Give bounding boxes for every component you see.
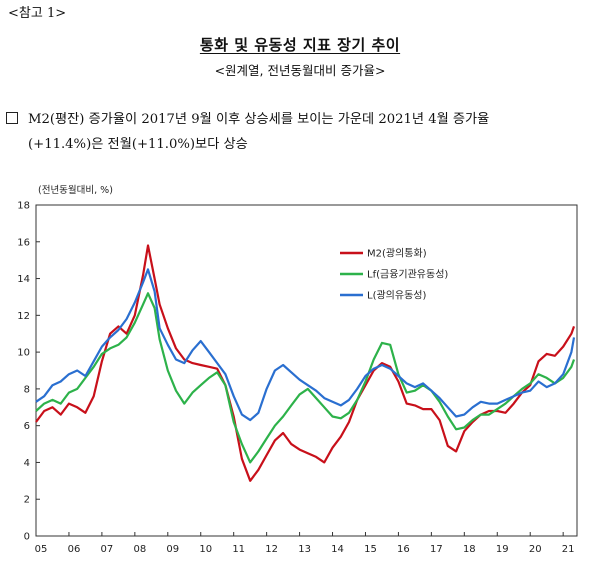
x-tick-label: 09	[166, 544, 179, 555]
x-tick-label: 19	[496, 544, 509, 555]
square-bullet-icon	[6, 112, 18, 124]
y-tick-label: 6	[24, 421, 30, 432]
series-line-2	[35, 292, 576, 464]
y-tick-label: 0	[24, 532, 30, 543]
summary-line-2: (+11.4%)은 전월(+11.0%)보다 상승	[28, 137, 248, 152]
x-tick-label: 15	[364, 544, 377, 555]
series-line-3	[35, 268, 576, 422]
legend-label-2: Lf(금융기관유동성)	[367, 269, 448, 281]
x-tick-label: 11	[232, 544, 245, 555]
x-tick-label: 21	[562, 544, 575, 555]
plot-frame	[35, 204, 578, 537]
x-tick-label: 07	[101, 544, 114, 555]
y-tick-label: 12	[17, 311, 30, 322]
page-title: 통화 및 유동성 지표 장기 추이	[199, 36, 401, 54]
legend-label-3: L(광의유동성)	[367, 290, 426, 302]
unit-label: (전년동월대비, %)	[38, 184, 113, 196]
x-tick-label: 13	[298, 544, 311, 555]
y-tick-label: 18	[17, 201, 30, 212]
x-tick-label: 16	[397, 544, 410, 555]
y-tick-label: 10	[17, 348, 30, 359]
x-tick-label: 18	[463, 544, 476, 555]
x-tick-label: 08	[133, 544, 146, 555]
x-tick-label: 10	[199, 544, 212, 555]
x-tick-label: 12	[265, 544, 278, 555]
page-subtitle: <원계열, 전년동월대비 증가율>	[214, 63, 386, 78]
summary-line-1: M2(평잔) 증가율이 2017년 9월 이후 상승세를 보이는 가운데 202…	[6, 108, 489, 127]
series-line-1	[35, 244, 576, 482]
x-tick-label: 14	[331, 544, 344, 555]
y-tick-label: 4	[24, 458, 30, 469]
x-tick-label: 20	[529, 544, 542, 555]
legend-label-1: M2(광의통화)	[367, 248, 427, 260]
reference-label: <참고 1>	[8, 6, 67, 21]
x-tick-label: 05	[35, 544, 48, 555]
summary-text-1: M2(평잔) 증가율이 2017년 9월 이후 상승세를 보이는 가운데 202…	[28, 112, 490, 127]
x-tick-label: 17	[430, 544, 443, 555]
y-tick-label: 16	[17, 237, 30, 248]
y-tick-label: 2	[24, 495, 30, 506]
y-tick-label: 8	[24, 384, 30, 395]
x-tick-label: 06	[68, 544, 81, 555]
y-tick-label: 14	[17, 274, 30, 285]
